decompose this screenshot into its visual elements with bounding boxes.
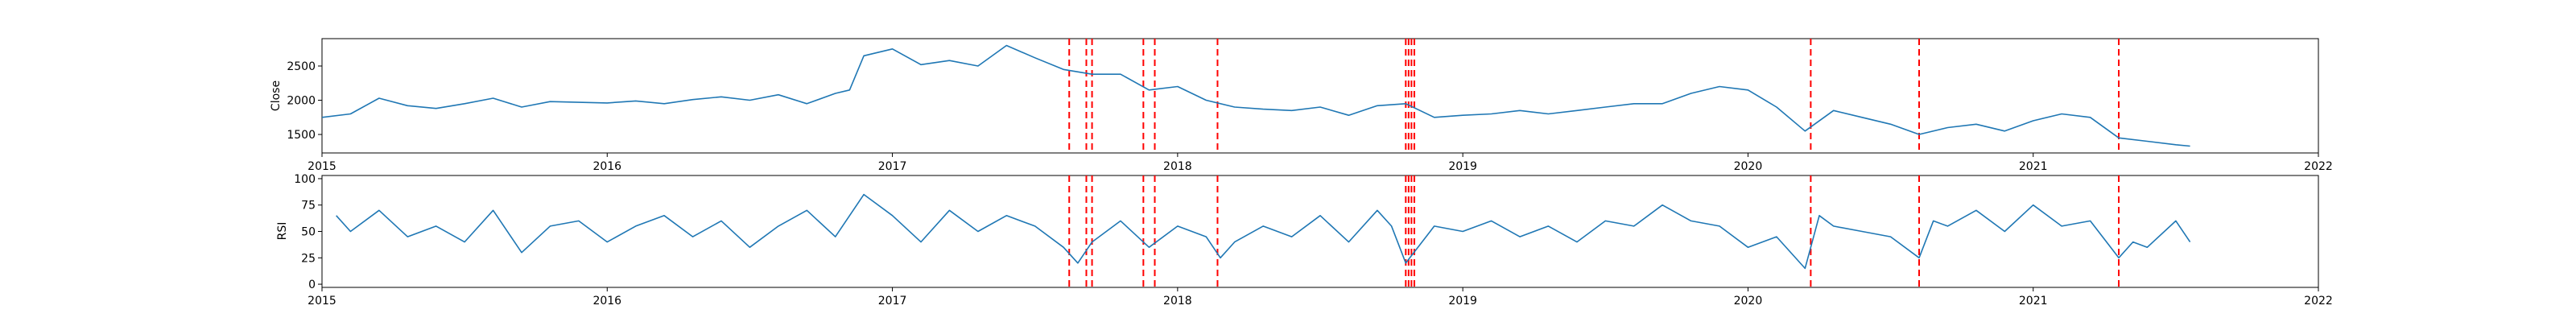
- rsi-x-tick-label-1: 2016: [592, 295, 621, 308]
- rsi-y-axis-label: RSI: [276, 222, 289, 241]
- rsi-x-tick-label-3: 2018: [1163, 295, 1192, 308]
- close-y-tick-label-2: 2500: [287, 60, 316, 73]
- close-x-tick-label-4: 2019: [1448, 160, 1477, 173]
- rsi-y-tick-label-1: 25: [301, 252, 316, 265]
- close-x-tick-label-0: 2015: [308, 160, 336, 173]
- rsi-y-tick-label-0: 0: [308, 279, 316, 291]
- rsi-series-line: [336, 193, 2191, 270]
- rsi-signal-lines: [1068, 175, 2120, 287]
- close-x-ticks: 2015 2016 2017 2018 2019 2020 2021 2022: [308, 153, 2333, 173]
- close-x-tick-label-1: 2016: [592, 160, 621, 173]
- rsi-x-tick-label-0: 2015: [308, 295, 336, 308]
- rsi-x-tick-label-6: 2021: [2019, 295, 2048, 308]
- close-x-tick-label-6: 2021: [2019, 160, 2048, 173]
- close-series-line: [321, 44, 2190, 147]
- close-x-tick-label-2: 2017: [878, 160, 907, 173]
- close-x-tick-label-5: 2020: [1734, 160, 1763, 173]
- close-plot-frame: [321, 38, 2319, 154]
- rsi-x-tick-label-5: 2020: [1734, 295, 1763, 308]
- rsi-y-tick-label-2: 50: [301, 226, 316, 239]
- close-y-tick-label-1: 2000: [287, 95, 316, 108]
- close-x-tick-label-7: 2022: [2304, 160, 2333, 173]
- rsi-x-tick-label-7: 2022: [2304, 295, 2333, 308]
- rsi-plot-frame: [321, 175, 2319, 288]
- rsi-x-tick-label-4: 2019: [1448, 295, 1477, 308]
- rsi-y-ticks: 0 25 50 75 100: [294, 173, 322, 291]
- rsi-y-tick-label-3: 75: [301, 200, 316, 213]
- rsi-panel: RSI 2015 2016 2017 2018 2019 2020 2021 2022 0 25…: [276, 173, 2333, 308]
- close-y-tick-label-0: 1500: [287, 129, 316, 142]
- close-y-axis-label: Close: [270, 80, 283, 111]
- rsi-y-tick-label-4: 100: [294, 173, 316, 186]
- close-signal-lines: [1068, 39, 2120, 153]
- close-x-tick-label-3: 2018: [1163, 160, 1192, 173]
- rsi-x-tick-label-2: 2017: [878, 295, 907, 308]
- close-price-panel: Close 2015 2016 2017 2018 2019 2020 2021 2022 1…: [270, 38, 2333, 173]
- rsi-x-ticks: 2015 2016 2017 2018 2019 2020 2021 2022: [308, 287, 2333, 308]
- close-y-ticks: 1500 2000 2500: [287, 60, 322, 142]
